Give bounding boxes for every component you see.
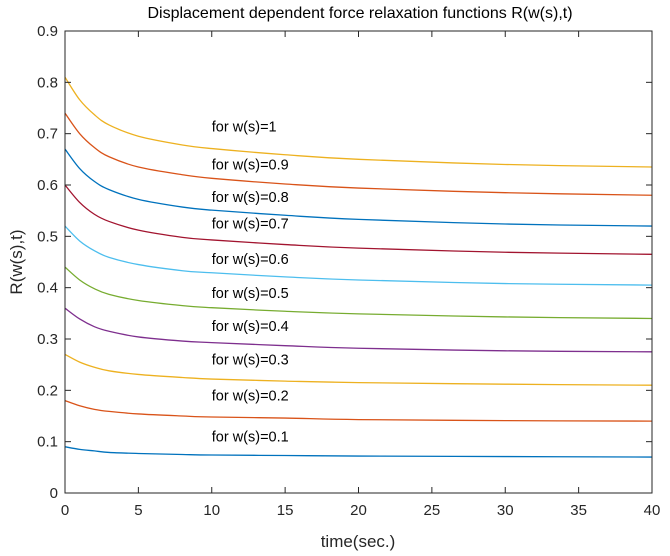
x-axis-label: time(sec.): [321, 532, 396, 551]
series-line: [64, 399, 653, 422]
series-annotation: for w(s)=0.9: [212, 158, 289, 174]
series-line: [64, 76, 653, 168]
x-tick-label: 20: [350, 502, 367, 519]
y-tick-label: 0.3: [37, 331, 58, 348]
y-tick-label: 0.1: [37, 434, 58, 451]
y-tick-label: 0: [50, 485, 58, 502]
series-annotation: for w(s)=0.2: [212, 389, 289, 405]
series-line: [64, 184, 653, 255]
plot-box: [64, 30, 653, 494]
x-tick-label: 5: [134, 502, 142, 519]
series-line: [64, 225, 653, 286]
series-annotation: for w(s)=0.4: [212, 319, 289, 335]
series-annotation: for w(s)=1: [212, 120, 277, 136]
series-line: [64, 307, 653, 353]
x-tick-label: 10: [203, 502, 220, 519]
x-tick-label: 15: [277, 502, 294, 519]
y-tick-label: 0.2: [37, 382, 58, 399]
x-tick-label: 30: [497, 502, 514, 519]
x-tick-label: 0: [61, 502, 69, 519]
series-line: [64, 266, 653, 320]
x-tick-label: 35: [570, 502, 587, 519]
x-tick-label: 40: [644, 502, 661, 519]
series-annotation: for w(s)=0.8: [212, 190, 289, 206]
y-tick-label: 0.6: [37, 177, 58, 194]
series-line: [64, 353, 653, 386]
series-annotation: for w(s)=0.3: [212, 353, 289, 369]
series-line: [64, 148, 653, 227]
y-tick-label: 0.8: [37, 74, 58, 91]
series-line: [64, 112, 653, 196]
x-tick-label: 25: [424, 502, 441, 519]
series-line: [64, 446, 653, 458]
y-tick-label: 0.5: [37, 228, 58, 245]
y-tick-label: 0.7: [37, 126, 58, 143]
series-annotation: for w(s)=0.7: [212, 217, 289, 233]
series-annotation: for w(s)=0.1: [212, 430, 289, 446]
y-axis-label: R(w(s),t): [7, 229, 26, 294]
y-tick-label: 0.9: [37, 23, 58, 40]
y-tick-label: 0.4: [37, 280, 58, 297]
series-annotation: for w(s)=0.5: [212, 286, 289, 302]
plot-area: [65, 31, 652, 493]
chart-title: Displacement dependent force relaxation …: [147, 5, 572, 22]
series-annotation: for w(s)=0.6: [212, 252, 289, 268]
